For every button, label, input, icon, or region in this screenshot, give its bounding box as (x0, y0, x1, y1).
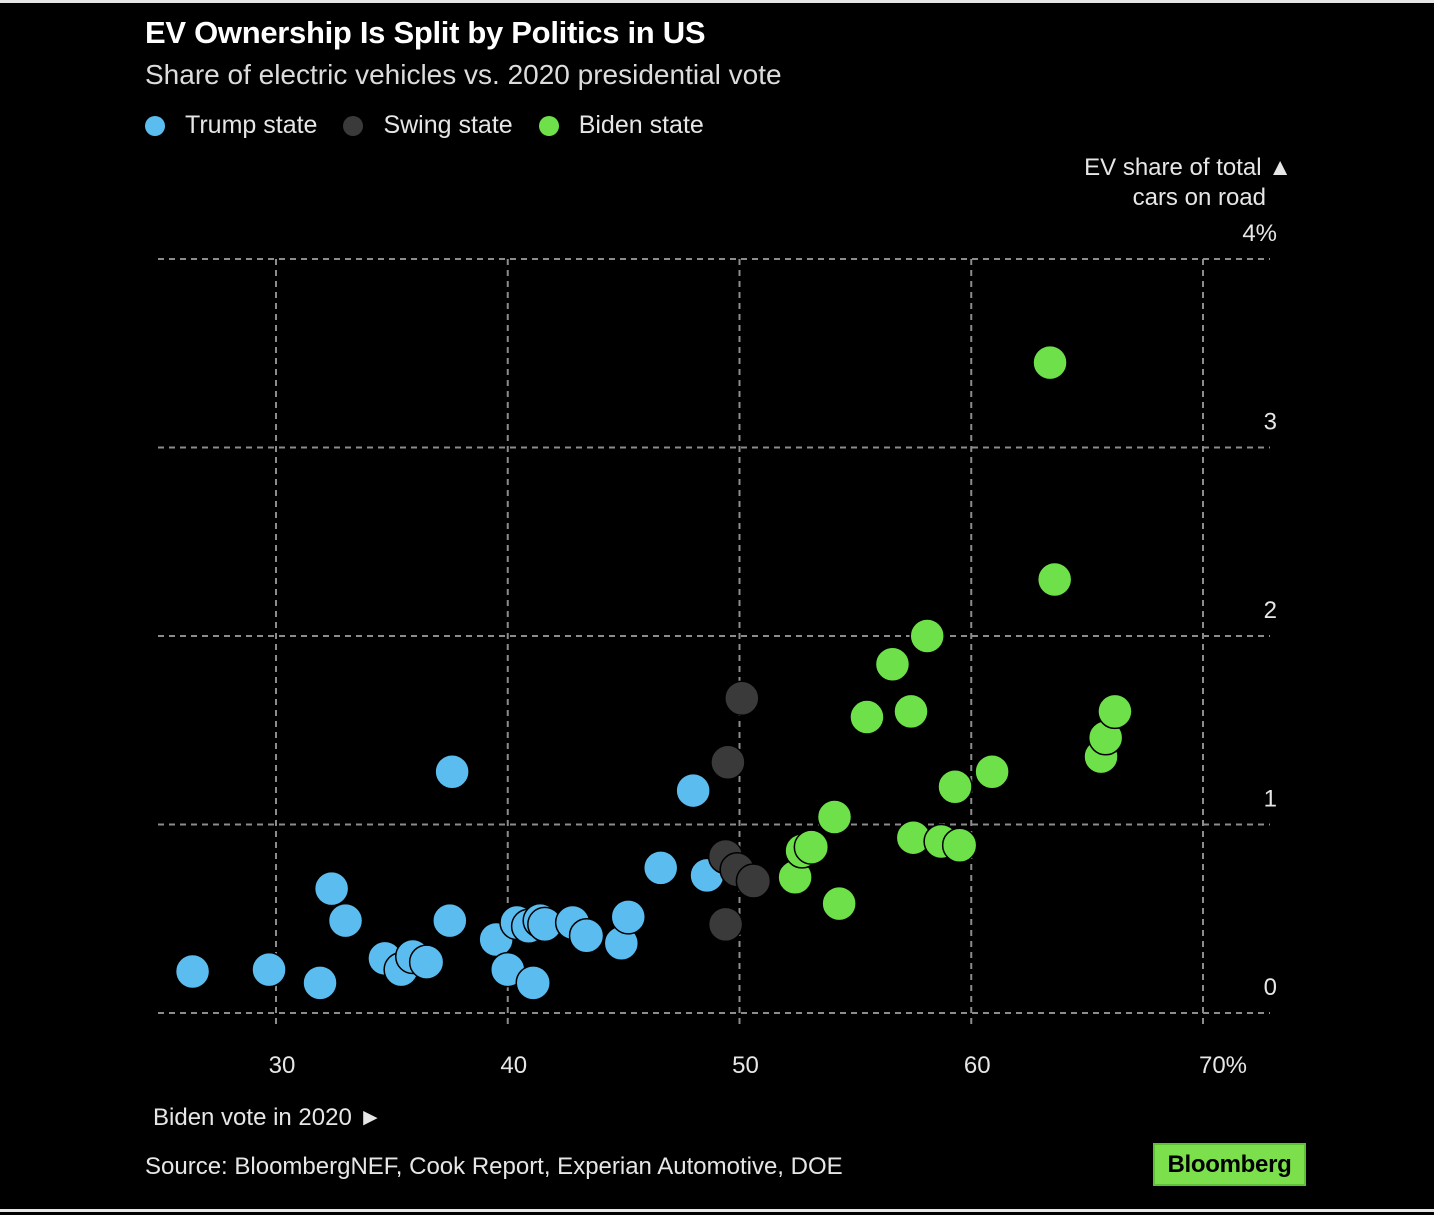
legend-item-trump: Trump state (145, 111, 317, 140)
chart-title: EV Ownership Is Split by Politics in US (145, 15, 706, 50)
legend-item-swing: Swing state (343, 111, 513, 140)
swing-state-point (724, 680, 760, 716)
x-axis-labels: 30 40 50 60 70% (269, 1052, 1247, 1079)
trump-state-point (313, 870, 350, 907)
x-tick-label: 70% (1199, 1052, 1247, 1079)
biden-state-point (893, 693, 929, 730)
trump-state-point (408, 944, 445, 980)
y-axis-labels: 0 1 2 3 4% (1242, 220, 1277, 1001)
swing-state-point (707, 906, 744, 943)
source-note: Source: BloombergNEF, Cook Report, Exper… (145, 1153, 843, 1180)
bloomberg-logo: Bloomberg (1153, 1143, 1306, 1186)
biden-state-point (849, 699, 885, 735)
trump-state-dot-icon (145, 115, 165, 136)
swing-state-point (710, 744, 746, 781)
y-tick-label: 3 (1264, 409, 1277, 436)
chart-subtitle: Share of electric vehicles vs. 2020 pres… (145, 59, 782, 90)
biden-state-point (793, 829, 830, 865)
x-tick-label: 60 (964, 1052, 991, 1079)
trump-state-point (432, 902, 468, 939)
biden-state-point (816, 799, 853, 835)
trump-state-point (568, 917, 605, 954)
biden-state-point (1036, 561, 1073, 598)
trump-state-point (434, 753, 470, 790)
biden-state-point (909, 618, 945, 654)
legend: Trump state Swing state Biden state (145, 111, 730, 140)
biden-state-point (974, 753, 1010, 790)
y-tick-label: 2 (1264, 597, 1277, 624)
trump-state-point (675, 772, 711, 809)
scatter-plot: 0 1 2 3 4% 30 40 50 60 70% EV share of total ▲ c… (153, 154, 1292, 1131)
biden-state-point (941, 827, 978, 863)
x-tick-label: 40 (500, 1052, 527, 1079)
biden-state-point (937, 769, 973, 805)
y-axis-title-line-1: EV share of total ▲ (1084, 154, 1292, 181)
x-tick-label: 50 (732, 1052, 759, 1079)
trump-state-point (174, 953, 211, 990)
legend-item-biden: Biden state (538, 111, 704, 140)
y-axis-title-line-2: cars on road (1133, 184, 1266, 211)
swing-state-point (735, 863, 772, 899)
y-tick-label: 0 (1264, 974, 1277, 1001)
grid-lines (158, 258, 1270, 1025)
biden-state-point (874, 646, 911, 683)
y-tick-label: 1 (1264, 786, 1277, 813)
trump-state-point (302, 965, 338, 1001)
x-tick-label: 30 (269, 1052, 296, 1079)
biden-state-dot-icon (538, 115, 559, 136)
legend-label-swing: Swing state (383, 111, 513, 139)
trump-state-point (327, 902, 364, 939)
y-tick-label: 4% (1242, 220, 1277, 247)
trump-state-point (610, 899, 647, 935)
biden-state-point (1032, 344, 1068, 381)
data-points (174, 344, 1133, 1001)
x-axis-title: Biden vote in 2020 ► (153, 1104, 382, 1131)
legend-label-biden: Biden state (578, 111, 704, 139)
swing-state-dot-icon (343, 115, 364, 136)
biden-state-point (1097, 693, 1133, 730)
trump-state-point (642, 850, 679, 886)
legend-label-trump: Trump state (185, 111, 318, 139)
biden-state-point (821, 885, 857, 922)
trump-state-point (251, 951, 287, 988)
trump-state-point (515, 965, 551, 1001)
